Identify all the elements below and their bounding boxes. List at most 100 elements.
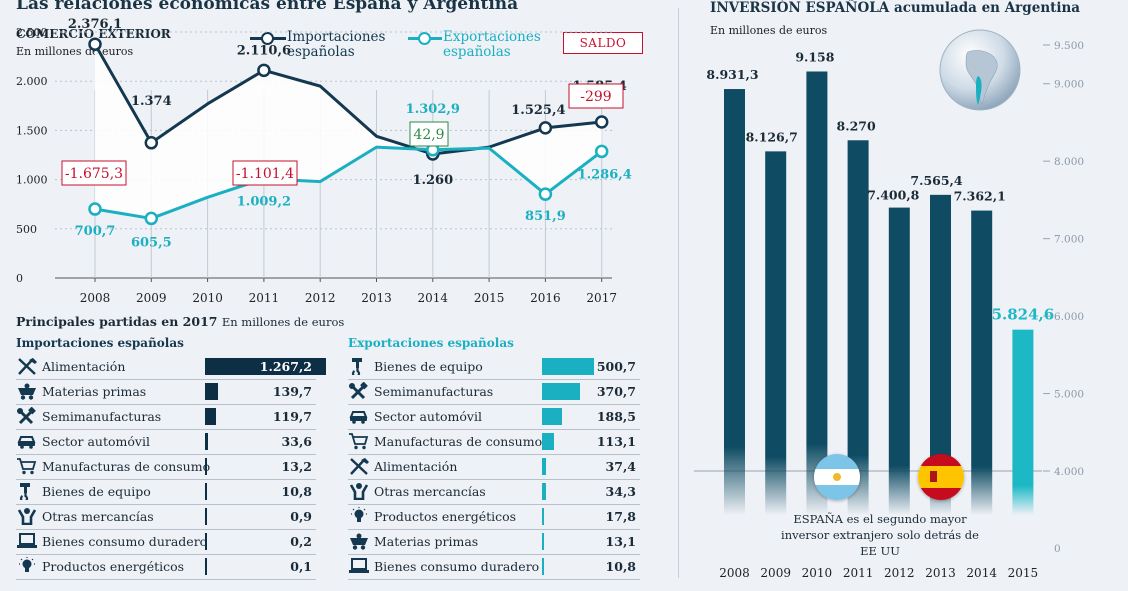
saldo-box-frame — [568, 83, 624, 109]
exp-data-label: 1.009,2 — [237, 195, 291, 210]
imp-partida-value: 0,1 — [290, 559, 312, 574]
y-tick-label: 8.000 — [1054, 156, 1084, 168]
exp-data-label: 700,7 — [75, 224, 116, 239]
y-tick-label: 5.000 — [1054, 389, 1084, 401]
x-tick-label: 2013 — [361, 291, 392, 305]
exp-data-label: 1.302,9 — [406, 102, 460, 117]
imp-data-label: 1.525,4 — [511, 103, 565, 118]
imp-partida-value: 119,7 — [272, 409, 312, 424]
inversion-data-label: 7.565,4 — [910, 173, 962, 188]
exp-partida-bar — [542, 408, 562, 425]
imp-data-label: 2.110,6 — [237, 43, 291, 58]
imp-partida-value: 0,2 — [290, 534, 312, 549]
exp-partida-label: Semimanufacturas — [374, 384, 494, 399]
saldo-legend: SALDO — [563, 32, 643, 54]
imp-partida-value: 10,8 — [281, 484, 312, 499]
partidas-title: Principales partidas en 2017 En millones… — [16, 314, 344, 329]
exp-column-title: Exportaciones españolas — [348, 336, 514, 350]
laptop-icon — [349, 558, 369, 573]
laptop-icon — [17, 533, 37, 548]
inversion-note: ESPAÑA es el segundo mayor inversor extr… — [781, 512, 979, 558]
legend-exp-marker — [418, 32, 431, 45]
exp-partida-bar — [542, 508, 544, 525]
x-tick-label: 2014 — [418, 291, 449, 305]
imp-partida-value: 33,6 — [281, 434, 312, 449]
exp-partida-bar — [542, 358, 594, 375]
saldo-box-frame — [232, 160, 298, 186]
exp-point — [88, 202, 102, 216]
crane-hook-icon — [351, 358, 362, 375]
x-tick-label: 2011 — [843, 566, 874, 580]
exp-partida-value: 37,4 — [605, 459, 636, 474]
y-tick-label: 7.000 — [1054, 234, 1084, 246]
imp-partida-value: 1.267,2 — [259, 359, 312, 374]
x-tick-label: 2016 — [530, 291, 561, 305]
saldo-box: -1.675,3 — [61, 160, 127, 186]
exp-partida-bar — [542, 383, 581, 400]
imp-partida-value: 13,2 — [281, 459, 312, 474]
exp-data-label: 851,9 — [525, 209, 566, 224]
inversion-data-label: 8.126,7 — [746, 129, 798, 144]
legend-imp-label: Importaciones españolas — [287, 29, 386, 60]
imp-partida-bar — [205, 458, 207, 475]
x-tick-label: 2008 — [719, 566, 750, 580]
mine-cart-icon — [18, 383, 36, 400]
imp-partida-row: Bienes de equipo 10,8 — [16, 479, 316, 505]
saldo-box-frame — [61, 160, 127, 186]
imp-partida-label: Manufacturas de consumo — [42, 459, 211, 474]
exp-partida-bar — [542, 458, 546, 475]
y-tick-label: 6.000 — [1054, 311, 1084, 323]
imp-point — [88, 37, 102, 51]
exp-partida-label: Materias primas — [374, 534, 479, 549]
page-title: Las relaciones económicas entre España y… — [16, 0, 519, 14]
exp-partida-bar — [542, 558, 544, 575]
car-icon — [349, 411, 368, 424]
x-tick-label: 2013 — [925, 566, 956, 580]
imp-partida-label: Bienes consumo duradero — [42, 534, 208, 549]
person-icon — [17, 508, 37, 525]
exp-partida-row: Bienes consumo duradero 10,8 — [348, 554, 640, 580]
imp-partida-row: Semimanufacturas 119,7 — [16, 404, 316, 430]
inversion-title: INVERSIÓN ESPAÑOLA acumulada en Argentin… — [710, 0, 1081, 16]
imp-column-title: Importaciones españolas — [16, 336, 184, 350]
exp-partida-value: 13,1 — [605, 534, 636, 549]
imp-partida-row: Manufacturas de consumo 13,2 — [16, 454, 316, 480]
saldo-box-frame — [409, 121, 449, 147]
exp-partida-label: Bienes consumo duradero — [374, 559, 540, 574]
saldo-value: -1.675,3 — [65, 166, 123, 182]
exp-partida-row: Materias primas 13,1 — [348, 529, 640, 555]
imp-line — [93, 43, 602, 156]
imp-partida-row: Otras mercancías 0,9 — [16, 504, 316, 530]
imp-partida-bar — [205, 433, 209, 450]
x-tick-label: 2012 — [884, 566, 915, 580]
comercio-unit: En millones de euros — [16, 45, 134, 58]
mine-cart-icon — [350, 533, 368, 550]
inversion-bar — [1012, 329, 1034, 515]
inversion-data-label: 8.931,3 — [706, 67, 758, 82]
inversion-data-label: 7.362,1 — [954, 189, 1006, 204]
imp-partida-bar — [205, 408, 217, 425]
imp-partida-row: Alimentación 1.267,2 — [16, 354, 326, 380]
x-tick-label: 2014 — [966, 566, 997, 580]
imp-point — [257, 63, 271, 78]
saldo-box: -1.101,4 — [232, 160, 298, 186]
x-tick-label: 2009 — [760, 566, 791, 580]
y-tick-label: 0 — [1054, 543, 1061, 555]
exp-data-label: 1.286,4 — [578, 167, 632, 182]
exp-partida-value: 370,7 — [596, 384, 636, 399]
x-tick-label: 2015 — [1008, 566, 1039, 580]
tools-icon — [349, 382, 368, 400]
comercio-subtitle: COMERCIO EXTERIOR — [16, 27, 171, 41]
exp-partida-value: 500,7 — [596, 359, 636, 374]
lightbulb-icon — [19, 557, 35, 572]
crane-hook-icon — [19, 483, 30, 500]
partidas-unit: En millones de euros — [221, 315, 345, 329]
imp-partida-label: Materias primas — [42, 384, 147, 399]
y-tick-label: 500 — [16, 223, 37, 236]
exp-partida-row: Otras mercancías 34,3 — [348, 479, 640, 505]
imp-partida-row: Materias primas 139,7 — [16, 379, 316, 405]
exp-partida-value: 10,8 — [605, 559, 636, 574]
exp-line — [94, 145, 603, 220]
imp-partida-row: Productos energéticos 0,1 — [16, 554, 316, 580]
imp-partida-bar — [205, 483, 207, 500]
